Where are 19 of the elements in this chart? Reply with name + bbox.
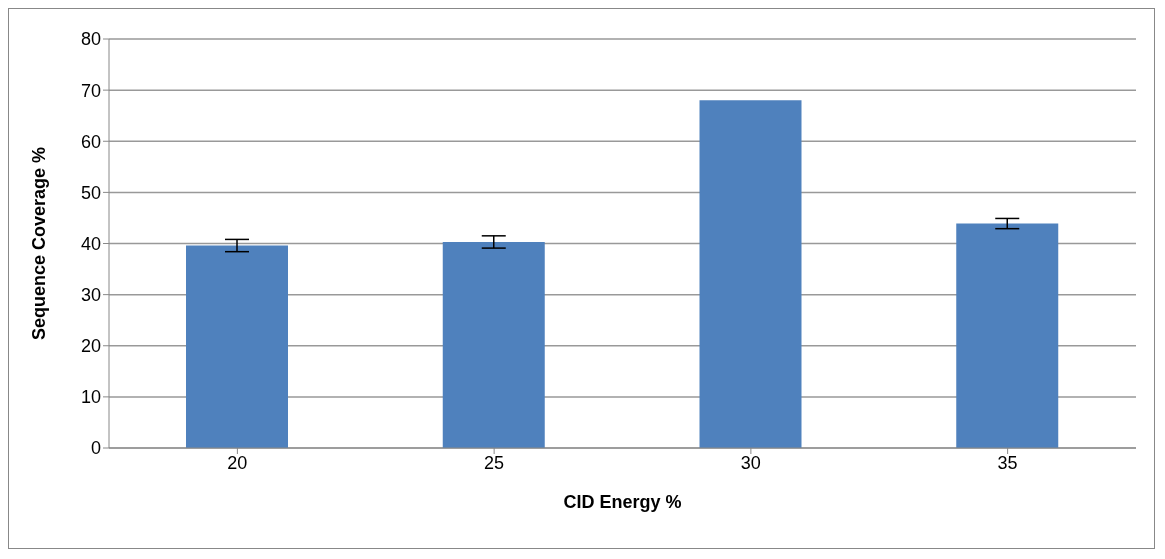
y-tick-label: 20	[80, 336, 101, 357]
bar	[956, 223, 1059, 448]
y-tick-label: 40	[80, 233, 101, 254]
y-tick-label: 0	[90, 438, 101, 459]
bar	[186, 245, 288, 448]
y-tick-label: 80	[80, 29, 101, 50]
y-tick-label: 10	[80, 387, 101, 408]
bar	[442, 241, 545, 448]
x-axis-title: CID Energy %	[563, 492, 682, 512]
x-tick-label: 35	[997, 452, 1018, 473]
y-tick-label: 70	[80, 80, 101, 101]
x-tick-label: 20	[227, 452, 248, 473]
x-tick-label: 25	[484, 452, 505, 473]
y-axis-title: Sequence Coverage %	[29, 146, 50, 341]
y-tick-label: 30	[80, 285, 101, 306]
y-tick-label: 50	[80, 182, 101, 203]
x-tick-label: 30	[740, 452, 761, 473]
y-tick-label: 60	[80, 131, 101, 152]
bar	[699, 100, 802, 448]
